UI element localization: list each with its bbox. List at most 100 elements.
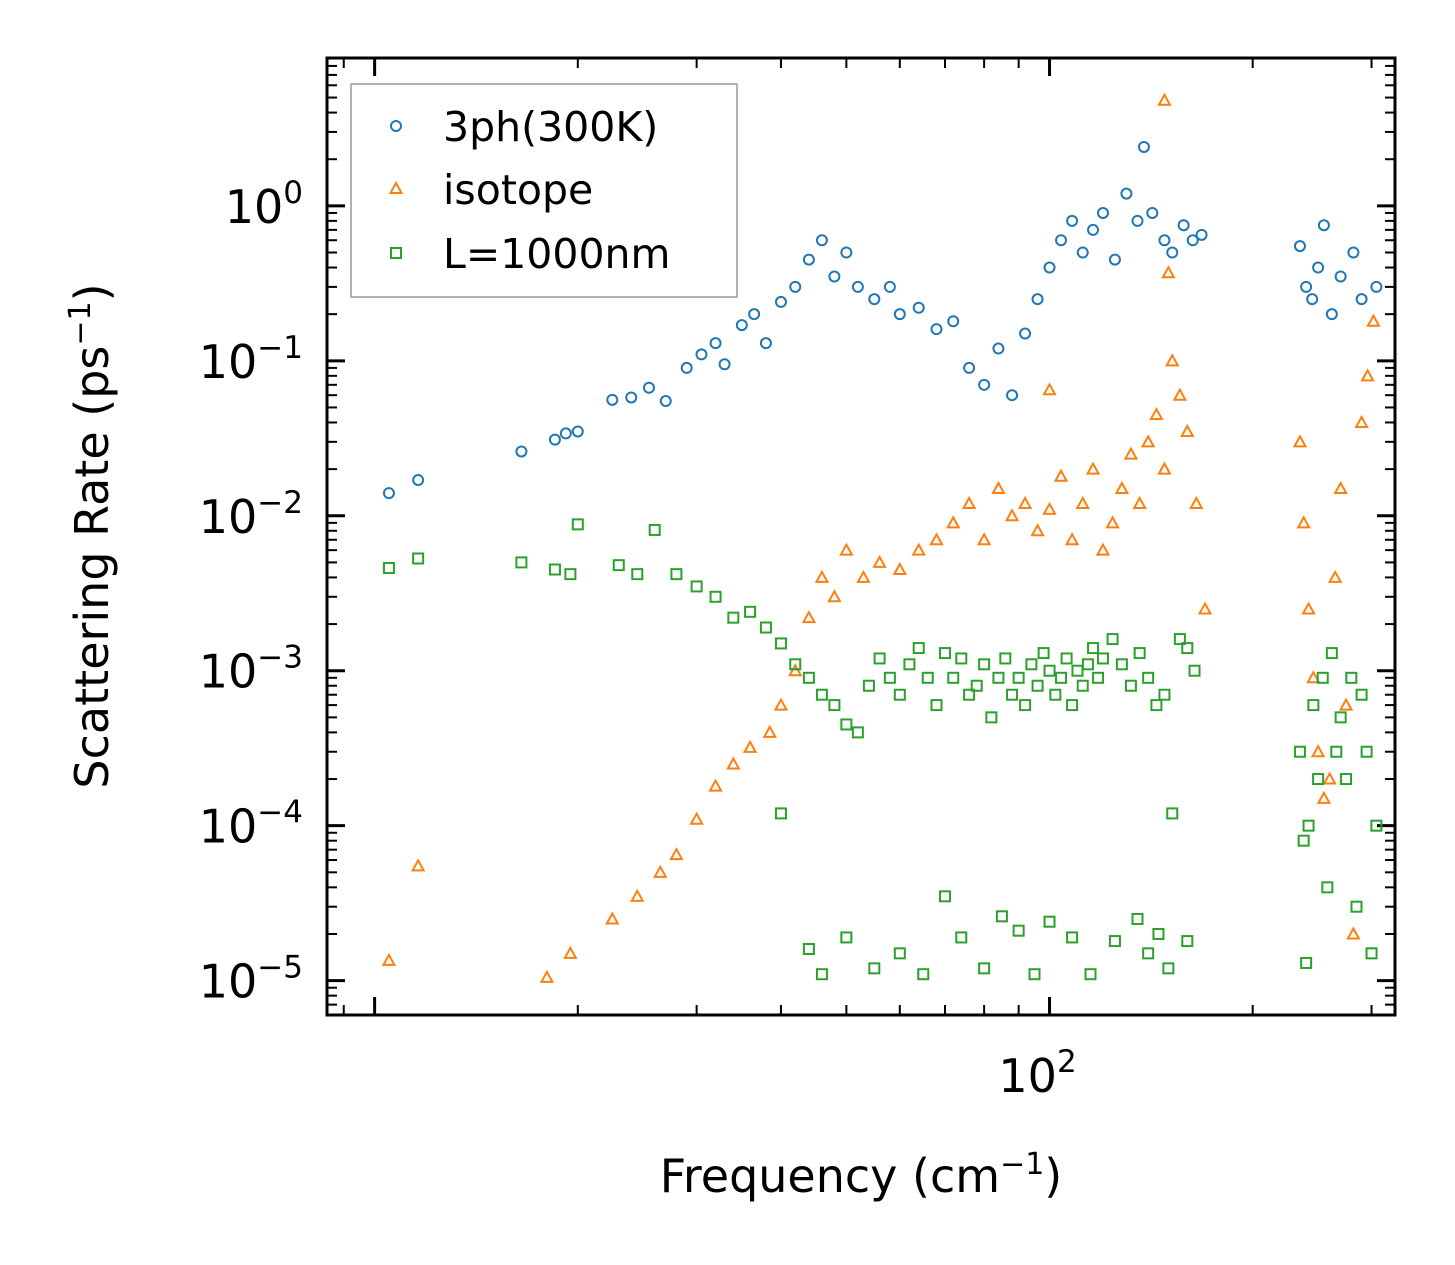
point-boundary — [828, 699, 841, 712]
point-boundary — [995, 910, 1008, 923]
point-3ph — [718, 358, 731, 371]
point-boundary — [564, 568, 577, 581]
point-3ph — [1076, 246, 1089, 259]
point-isotope — [1114, 480, 1130, 494]
point-isotope — [1053, 468, 1069, 482]
point-isotope — [1123, 446, 1139, 460]
point-3ph — [1300, 280, 1313, 293]
point-isotope — [630, 888, 645, 902]
point-3ph — [815, 234, 828, 247]
point-3ph — [1317, 219, 1330, 232]
legend-label-isotope: isotope — [443, 166, 593, 214]
point-isotope — [976, 532, 992, 546]
point-boundary — [1092, 671, 1105, 684]
point-boundary — [985, 711, 998, 724]
point-isotope — [1140, 434, 1156, 448]
point-3ph — [759, 337, 772, 350]
point-isotope — [892, 561, 907, 576]
point-boundary — [1181, 935, 1194, 948]
point-boundary — [963, 688, 976, 701]
point-isotope — [1301, 601, 1316, 615]
point-isotope — [856, 569, 871, 583]
point-3ph — [571, 425, 584, 438]
point-isotope — [814, 569, 830, 583]
point-isotope — [762, 724, 777, 738]
y-tick-label: 10−4 — [199, 795, 303, 854]
point-isotope — [1105, 515, 1120, 529]
point-boundary — [1060, 652, 1073, 665]
point-boundary — [1133, 647, 1146, 660]
point-boundary — [1297, 834, 1310, 847]
point-3ph — [1120, 187, 1133, 200]
point-boundary — [774, 807, 787, 820]
point-boundary — [1321, 881, 1334, 894]
point-boundary — [1345, 671, 1358, 684]
point-boundary — [1150, 699, 1163, 712]
point-3ph — [709, 337, 722, 350]
point-boundary — [548, 563, 561, 576]
legend: 3ph(300K) isotope L=1000nm — [350, 83, 738, 298]
point-isotope — [872, 554, 887, 568]
point-boundary — [1142, 671, 1155, 684]
point-boundary — [1006, 688, 1019, 701]
point-boundary — [840, 718, 853, 731]
point-boundary — [815, 688, 828, 701]
point-boundary — [1031, 679, 1044, 692]
point-isotope — [381, 952, 397, 966]
point-boundary — [978, 658, 991, 671]
point-isotope — [1322, 771, 1337, 785]
point-3ph — [912, 301, 925, 314]
point-boundary — [1037, 647, 1050, 660]
point-isotope — [961, 495, 977, 509]
point-3ph — [851, 280, 864, 293]
point-isotope — [1161, 265, 1176, 279]
point-3ph — [992, 342, 1005, 355]
point-boundary — [709, 590, 722, 603]
point-boundary — [1360, 745, 1373, 758]
point-3ph — [1137, 140, 1150, 153]
point-isotope — [839, 542, 854, 556]
y-tick-label: 10−5 — [199, 950, 303, 1009]
point-boundary — [1124, 679, 1137, 692]
x-tick-label: 102 — [998, 1044, 1076, 1103]
point-isotope — [1064, 532, 1080, 546]
point-3ph — [963, 361, 976, 374]
point-isotope — [708, 778, 723, 792]
point-boundary — [921, 671, 934, 684]
point-boundary — [873, 652, 886, 665]
point-3ph — [1186, 234, 1199, 247]
point-boundary — [1131, 912, 1144, 925]
point-isotope — [1354, 414, 1369, 428]
legend-label-boundary: L=1000nm — [443, 230, 670, 278]
point-boundary — [1096, 652, 1109, 665]
point-3ph — [1019, 327, 1032, 340]
point-isotope — [1030, 523, 1045, 537]
point-3ph — [868, 293, 881, 306]
point-boundary — [840, 931, 853, 944]
point-boundary — [515, 556, 528, 569]
point-boundary — [1115, 658, 1128, 671]
point-boundary — [1350, 900, 1363, 913]
point-3ph — [883, 280, 896, 293]
point-3ph — [1096, 206, 1109, 219]
point-3ph — [789, 280, 802, 293]
point-isotope — [801, 610, 817, 624]
point-3ph — [828, 270, 841, 283]
point-isotope — [1004, 508, 1020, 522]
point-boundary — [1012, 924, 1025, 937]
point-boundary — [893, 688, 906, 701]
point-isotope — [742, 739, 758, 753]
point-boundary — [1300, 956, 1313, 969]
point-isotope — [1316, 790, 1332, 804]
y-tick-label: 10−1 — [199, 330, 303, 389]
point-boundary — [851, 726, 864, 739]
point-isotope — [773, 697, 789, 711]
point-3ph — [1355, 293, 1368, 306]
point-3ph — [1306, 293, 1319, 306]
point-boundary — [912, 642, 925, 655]
point-boundary — [631, 568, 644, 581]
point-boundary — [1293, 745, 1306, 758]
point-boundary — [1316, 671, 1329, 684]
point-boundary — [1370, 819, 1383, 832]
point-isotope — [1333, 480, 1348, 494]
